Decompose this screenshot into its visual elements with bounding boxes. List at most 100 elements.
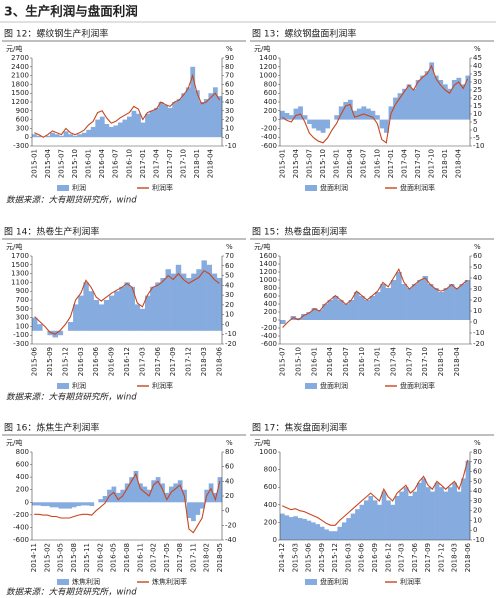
profit-bar (408, 496, 413, 540)
profit-bar (307, 119, 312, 124)
profit-bar (390, 504, 396, 540)
profit-bar (347, 99, 353, 120)
y-tick-label: 1000 (259, 72, 277, 80)
profit-bar (396, 272, 402, 320)
profit-bar (217, 96, 223, 138)
x-tick-label: 2018-05 (216, 543, 224, 572)
y-tick-label: 0 (273, 536, 277, 544)
y2-axis-label: % (226, 45, 233, 53)
y2-tick-label: 0 (225, 320, 229, 328)
profit-bar (459, 284, 466, 320)
x-tick-label: 2018-03 (451, 543, 459, 572)
profit-bar (145, 113, 150, 138)
y2-tick-label: -10 (225, 142, 236, 150)
y2-tick-label: 40 (225, 477, 234, 485)
profit-bar (191, 502, 196, 522)
profit-bar (67, 322, 74, 331)
profit-bar (393, 97, 398, 120)
profit-bar (90, 126, 96, 138)
legend-swatch (57, 383, 69, 389)
profit-bar (443, 491, 449, 540)
x-tick-label: 2015-05 (57, 543, 65, 572)
y-tick-label: 700 (16, 296, 29, 304)
x-tick-label: 2017-07 (405, 347, 413, 376)
x-tick-label: 2015-02 (43, 543, 51, 572)
profit-bar (364, 300, 371, 320)
profit-bar (124, 282, 130, 331)
profit-bar (54, 502, 59, 508)
profit-bar (211, 273, 218, 331)
x-tick-label: 2016-01 (85, 149, 93, 178)
x-tick-label: 2017-04 (389, 346, 397, 376)
section-heading: 3、生产利润与盘面利润 (4, 4, 138, 19)
profit-bar (62, 502, 68, 509)
profit-bar (50, 132, 55, 138)
legend-label: 利润率 (400, 577, 421, 586)
y-tick-label: 1600 (259, 252, 277, 260)
profit-bar (77, 134, 83, 138)
y-tick-label: 1200 (259, 268, 277, 276)
y2-tick-label: 20 (473, 94, 482, 102)
profit-rate-line (281, 64, 469, 144)
profit-bar (163, 104, 169, 138)
y-tick-label: -100 (13, 331, 29, 339)
profit-bar (151, 480, 157, 503)
profit-bar (316, 310, 323, 320)
x-tick-label: 2018-01 (193, 149, 201, 178)
y2-tick-label: 30 (473, 497, 482, 505)
y2-tick-label: 10 (473, 307, 482, 315)
profit-bar (199, 102, 205, 138)
y2-axis-label: % (226, 243, 233, 251)
y-tick-label: 300 (16, 314, 29, 322)
profit-bar (365, 108, 371, 120)
y2-tick-label: 20 (225, 492, 234, 500)
y-tick-label: 200 (264, 107, 277, 115)
profit-bar (302, 518, 307, 540)
x-tick-label: 2016-12 (123, 347, 131, 376)
x-tick-label: 2015-07 (305, 149, 313, 178)
y2-tick-label: 30 (225, 291, 234, 299)
y2-tick-label: 50 (473, 477, 482, 485)
x-tick-label: 2016-10 (125, 149, 133, 178)
profit-rate-line (282, 267, 468, 328)
profit-bar (434, 482, 440, 540)
y-tick-label: -300 (13, 340, 29, 348)
profit-bar (81, 132, 87, 138)
profit-bar (325, 119, 331, 129)
profit-bar (195, 502, 201, 515)
x-tick-label: 2015-03 (291, 543, 299, 572)
profit-bar (416, 482, 422, 540)
profit-bar (399, 491, 405, 540)
profit-bar (443, 288, 450, 320)
y2-tick-label: 0 (473, 318, 477, 326)
y-tick-label: 800 (264, 466, 277, 474)
y2-tick-label: 60 (225, 80, 234, 88)
profit-bar (155, 477, 161, 503)
x-tick-label: 2016-05 (110, 543, 118, 572)
x-tick-label: 2015-12 (331, 543, 339, 572)
profit-bar (350, 513, 356, 540)
x-tick-label: 2016-09 (108, 347, 116, 376)
profit-bar (76, 502, 81, 507)
x-tick-label: 2015-07 (57, 149, 65, 178)
profit-bar (134, 304, 141, 331)
profit-bar (297, 518, 303, 540)
y-tick-label: 2700 (11, 54, 29, 62)
profit-bar (355, 509, 360, 540)
profit-bar (102, 496, 108, 503)
profit-bar (380, 284, 386, 320)
x-tick-label: 2015-11 (83, 543, 91, 572)
profit-bar (186, 278, 192, 331)
profit-bar (83, 282, 89, 331)
profit-bar (59, 135, 64, 138)
y-tick-label: 100 (16, 322, 29, 330)
x-tick-label: 2017-09 (169, 347, 177, 376)
y-tick-label: 1000 (259, 448, 277, 456)
y-tick-label: -600 (13, 536, 29, 544)
source-note: 数据来源：大有期货研究所，wind (6, 392, 137, 403)
profit-bar (40, 502, 46, 507)
x-tick-label: 2016-07 (360, 149, 368, 178)
profit-bar (109, 295, 115, 331)
y-tick-label: 1300 (11, 270, 29, 278)
